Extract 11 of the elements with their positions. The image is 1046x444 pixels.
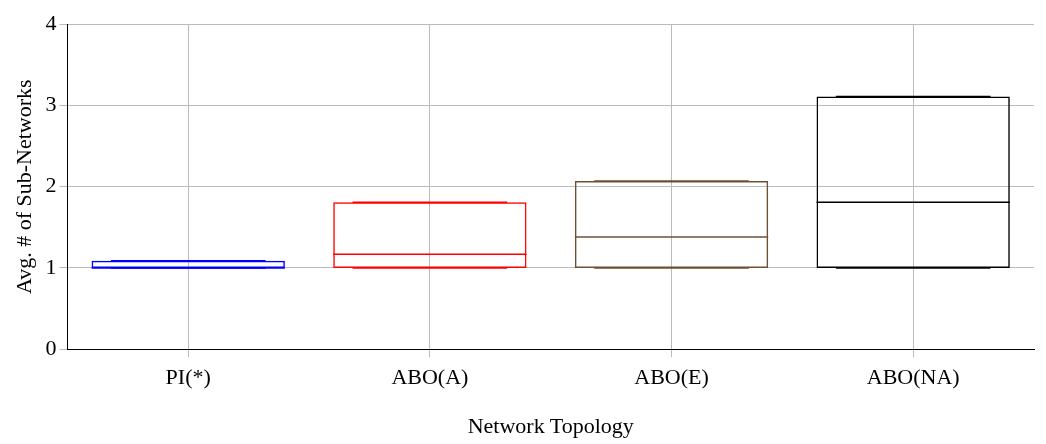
x-tick-label: ABO(A) [391,364,469,390]
y-tick-label: 1 [45,253,57,279]
y-tick-label: 3 [45,91,57,117]
y-tick-label: 4 [45,9,57,35]
y-tick-label: 2 [45,172,57,198]
y-tick-label: 0 [45,334,57,360]
x-tick-label: PI(*) [165,364,211,390]
x-tick-label: ABO(NA) [866,364,960,390]
y-axis-title: Avg. # of Sub-Networks [10,79,36,295]
x-axis-title: Network Topology [467,412,634,438]
x-tick-label: ABO(E) [634,364,709,390]
